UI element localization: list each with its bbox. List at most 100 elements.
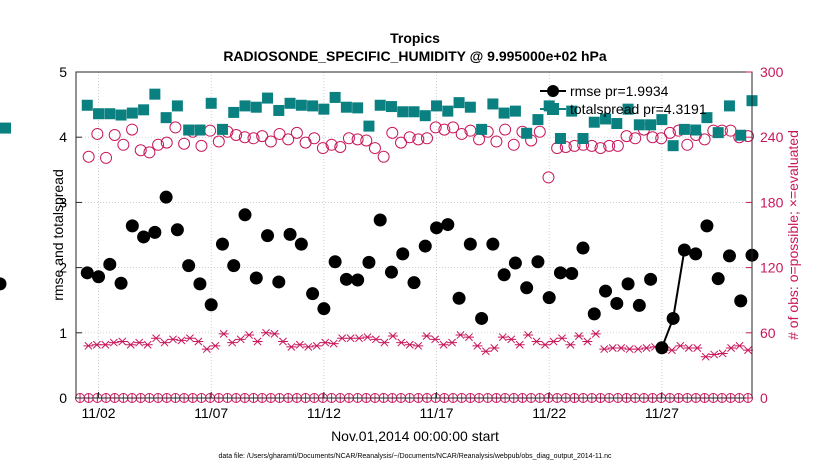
totalspread-point: [205, 97, 217, 109]
rmse-point: [576, 241, 590, 255]
obs-evaluated-point: [108, 338, 119, 347]
obs-possible-point: [152, 138, 165, 151]
totalspread-point: [273, 104, 285, 116]
obs-possible-point: [100, 151, 113, 164]
obs-possible-point: [308, 132, 321, 145]
totalspread-point: [611, 118, 623, 130]
obs-possible-point: [143, 146, 156, 159]
obs-possible-point: [490, 135, 503, 148]
rmse-point: [249, 271, 263, 285]
obs-possible-point: [594, 142, 607, 155]
totalspread-point: [532, 114, 544, 126]
obs-evaluated-point: [531, 337, 542, 346]
obs-possible-point: [629, 132, 642, 145]
totalspread-point: [160, 112, 172, 124]
y-right-tick-label: 60: [760, 325, 776, 341]
obs-evaluated-point: [379, 338, 390, 347]
obs-evaluated-point: [607, 344, 618, 352]
obs-possible-point: [429, 121, 442, 134]
rmse-point: [621, 277, 635, 291]
totalspread-point: [194, 124, 206, 136]
rmse-point: [599, 284, 613, 298]
obs-evaluated-point: [616, 344, 627, 352]
obs-evaluated-point: [633, 345, 644, 354]
obs-possible-point: [91, 127, 104, 140]
obs-evaluated-point: [210, 341, 221, 350]
obs-evaluated-point: [396, 338, 407, 347]
obs-evaluated-point: [117, 337, 128, 346]
obs-possible-point: [108, 129, 121, 142]
rmse-point: [261, 229, 275, 243]
legend-rmse-marker: [547, 85, 559, 97]
obs-possible-point: [620, 130, 633, 143]
totalspread-point: [374, 99, 386, 111]
obs-possible-point: [334, 140, 347, 153]
obs-possible-point: [212, 135, 225, 148]
totalspread-point: [149, 88, 161, 100]
totalspread-point: [622, 103, 634, 115]
y-right-tick-label: 180: [760, 194, 784, 210]
obs-evaluated-point: [159, 338, 170, 347]
obs-evaluated-point: [354, 334, 365, 343]
rmse-point: [238, 208, 252, 222]
legend-totalspread-marker: [547, 103, 559, 115]
obs-evaluated-point: [387, 332, 398, 341]
rmse-point: [182, 259, 196, 273]
obs-possible-point: [377, 150, 390, 163]
totalspread-point: [588, 116, 600, 128]
rmse-point: [317, 302, 331, 316]
obs-evaluated-point: [675, 341, 686, 350]
obs-possible-point: [264, 135, 277, 148]
y-tick-label: 4: [59, 129, 67, 145]
rmse-point: [170, 223, 184, 237]
obs-possible-point: [421, 132, 434, 145]
y-axis-label: rmse and totalspread: [50, 169, 66, 301]
totalspread-point: [262, 92, 274, 104]
obs-possible-point: [611, 139, 624, 152]
rmse-point: [339, 272, 353, 286]
obs-evaluated-point: [421, 332, 432, 341]
y-right-tick-label: 300: [760, 64, 784, 80]
obs-evaluated-point: [235, 335, 246, 344]
obs-evaluated-point: [404, 340, 415, 349]
rmse-point: [452, 291, 466, 305]
rmse-point: [92, 270, 106, 284]
rmse-point: [328, 255, 342, 269]
obs-possible-point: [351, 133, 364, 146]
obs-evaluated-point: [641, 344, 652, 352]
rmse-point: [520, 281, 534, 295]
obs-possible-point: [568, 139, 581, 152]
totalspread-point: [645, 119, 657, 131]
rmse-segment: [672, 249, 686, 319]
obs-evaluated-point: [91, 340, 102, 349]
obs-evaluated-point: [142, 340, 153, 349]
rmse-point: [306, 287, 320, 301]
totalspread-point: [633, 119, 645, 131]
totalspread-point: [239, 100, 251, 112]
obs-evaluated-point: [692, 344, 703, 352]
totalspread-point: [228, 106, 240, 118]
rmse-point: [430, 221, 444, 235]
y-tick-label: 2: [59, 260, 67, 276]
rmse-point: [655, 341, 669, 355]
y-tick-label: 5: [59, 64, 67, 80]
y-right-tick-label: 240: [760, 129, 784, 145]
obs-evaluated-point: [463, 333, 474, 342]
obs-evaluated-point: [303, 342, 314, 351]
x-axis-label: Nov.01,2014 00:00:00 start: [331, 428, 499, 444]
obs-evaluated-point: [548, 337, 559, 346]
totalspread-point: [690, 124, 702, 136]
obs-evaluated-point: [743, 346, 753, 355]
footnote: data file: /Users/gharamti/Documents/NCA…: [218, 453, 612, 460]
obs-possible-point: [178, 137, 191, 150]
totalspread-point: [250, 101, 262, 113]
obs-possible-point: [169, 121, 182, 134]
rmse-point: [587, 307, 601, 321]
obs-possible-point: [698, 133, 711, 146]
totalspread-point: [577, 133, 589, 145]
rmse-point: [272, 275, 286, 289]
rmse-point: [531, 255, 545, 269]
totalspread-point: [521, 127, 533, 139]
legend: rmse pr=1.9934 totalspread pr=4.3191: [540, 83, 707, 117]
